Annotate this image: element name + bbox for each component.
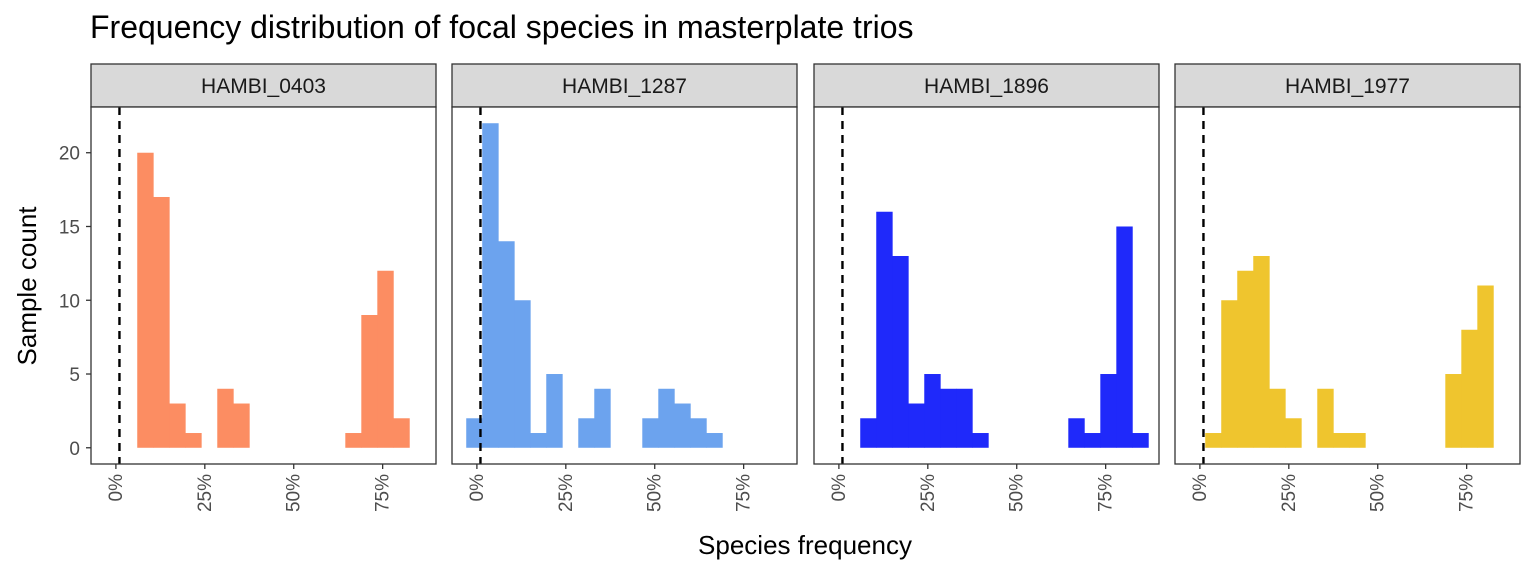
histogram-bar (1445, 374, 1462, 448)
x-tick-label: 75% (373, 474, 394, 512)
histogram-bar (233, 403, 250, 448)
histogram-bar (1084, 433, 1101, 448)
x-tick-label: 0% (467, 474, 488, 502)
facet-strip (90, 63, 437, 108)
histogram-bar (594, 388, 611, 448)
x-axis-title: Species frequency (698, 530, 912, 560)
histogram-bar (892, 255, 909, 448)
histogram-bar (1205, 433, 1222, 448)
histogram-bar (860, 418, 877, 448)
panels: HAMBI_0403 0% 25% 50% 75% 0 5 10 15 20 HAMBI_1287 0… (59, 63, 1521, 512)
histogram-bar (1116, 226, 1133, 448)
histogram-bar (1285, 418, 1302, 448)
histogram-bar (514, 300, 531, 448)
histogram-bar (1132, 433, 1149, 448)
histogram-bar (393, 418, 410, 448)
x-tick-label: 50% (284, 474, 305, 512)
histogram-bar (169, 403, 186, 448)
histogram-bar (153, 196, 170, 448)
histogram-bar (1317, 388, 1334, 448)
y-tick-label: 10 (59, 291, 80, 312)
x-tick-label: 0% (106, 474, 127, 502)
histogram-bar (1461, 329, 1478, 448)
x-tick-label: 25% (918, 474, 939, 512)
histogram-bar (217, 388, 234, 448)
x-tick-label: 25% (556, 474, 577, 512)
histogram-bar (546, 374, 563, 448)
histogram-bar (185, 433, 202, 448)
facet-strip (1174, 63, 1521, 108)
x-tick-label: 50% (1007, 474, 1028, 512)
histogram-bar (876, 211, 893, 448)
facet-panel-hambi-1977: HAMBI_1977 0% 25% 50% 75% (1174, 63, 1521, 512)
facet-strip-label: HAMBI_1896 (924, 75, 1049, 98)
histogram-bar (1221, 300, 1238, 448)
histogram-bar (706, 433, 723, 448)
y-axis-title: Sample count (12, 206, 42, 366)
x-tick-label: 50% (645, 474, 666, 512)
histogram-bar (578, 418, 595, 448)
histogram-bar (345, 433, 362, 448)
panel-border (1174, 106, 1521, 465)
y-tick-label: 5 (69, 365, 80, 386)
facet-strip (813, 63, 1160, 108)
x-tick-label: 0% (829, 474, 850, 502)
histogram-bar (498, 241, 515, 448)
facet-panel-hambi-0403: HAMBI_0403 0% 25% 50% 75% 0 5 10 15 20 (59, 63, 437, 512)
x-tick-label: 75% (1096, 474, 1117, 512)
panel-border (90, 106, 437, 465)
histogram-bar (658, 388, 675, 448)
histogram-bar (1333, 433, 1350, 448)
histogram-bar (1349, 433, 1366, 448)
histogram-bar (466, 418, 483, 448)
histogram-bar (377, 270, 394, 448)
histogram-bar (482, 123, 499, 448)
x-tick-label: 0% (1190, 474, 1211, 502)
histogram-bar (361, 315, 378, 448)
facet-panel-hambi-1287: HAMBI_1287 0% 25% 50% 75% (451, 63, 798, 512)
histogram-bar (972, 433, 989, 448)
y-tick-label: 20 (59, 144, 80, 165)
facet-strip-label: HAMBI_1287 (562, 75, 687, 98)
histogram-bar (908, 403, 925, 448)
x-tick-label: 50% (1368, 474, 1389, 512)
y-tick-label: 0 (69, 439, 80, 460)
histogram-bar (1237, 270, 1254, 448)
histogram-bar (940, 388, 957, 448)
x-tick-label: 25% (1279, 474, 1300, 512)
histogram-bar (530, 433, 547, 448)
facet-strip-label: HAMBI_0403 (201, 75, 326, 98)
facet-strip-label: HAMBI_1977 (1285, 75, 1410, 98)
histogram-bar (642, 418, 659, 448)
histogram-bar (1269, 388, 1286, 448)
x-tick-label: 25% (195, 474, 216, 512)
chart-title: Frequency distribution of focal species … (90, 9, 914, 45)
histogram-bar (1477, 285, 1494, 448)
histogram-bar (674, 403, 691, 448)
panel-border (813, 106, 1160, 465)
histogram-bar (1100, 374, 1117, 448)
histogram-bar (956, 388, 973, 448)
x-tick-label: 75% (1457, 474, 1478, 512)
histogram-bar (690, 418, 707, 448)
x-tick-label: 75% (734, 474, 755, 512)
histogram-bar (1253, 255, 1270, 448)
facet-panel-hambi-1896: HAMBI_1896 0% 25% 50% 75% (813, 63, 1160, 512)
histogram-bar (1068, 418, 1085, 448)
histogram-bar (924, 374, 941, 448)
y-tick-label: 15 (59, 217, 80, 238)
panel-border (451, 106, 798, 465)
histogram-bar (137, 152, 154, 448)
facet-strip (451, 63, 798, 108)
